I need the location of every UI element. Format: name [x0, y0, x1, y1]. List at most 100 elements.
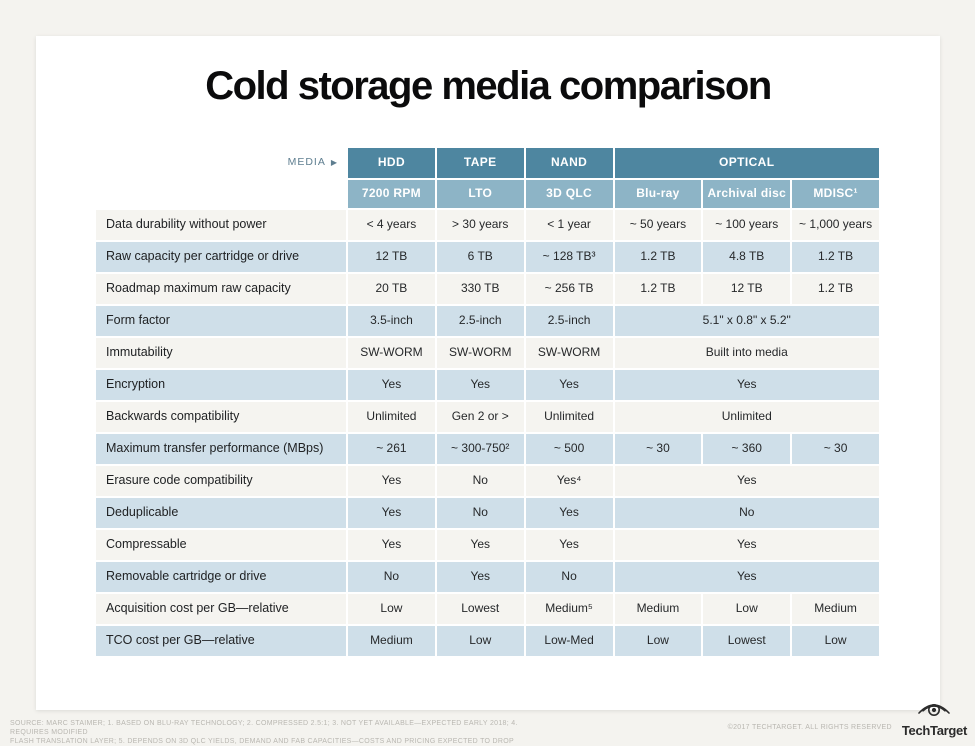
table-cell: ~ 1,000 years	[792, 210, 879, 240]
table-cell: Yes	[436, 562, 524, 592]
table-cell: 12 TB	[703, 274, 791, 304]
table-cell-optical-merged: Yes	[614, 466, 879, 496]
content-card: Cold storage media comparison MEDIA ▶ HD…	[36, 36, 940, 710]
table-cell: 330 TB	[436, 274, 524, 304]
logo-text: TechTarget	[901, 723, 967, 738]
subheader-3dqlc: 3D QLC	[525, 180, 613, 208]
column-group-tape: TAPE	[436, 148, 524, 178]
row-label: Backwards compatibility	[96, 402, 346, 432]
table-cell: ~ 30	[792, 434, 879, 464]
table-cell: 1.2 TB	[792, 242, 879, 272]
table-cell: 20 TB	[348, 274, 435, 304]
table-cell: Low	[436, 626, 524, 656]
media-row-label: MEDIA ▶	[96, 148, 346, 178]
row-label: Data durability without power	[96, 210, 346, 240]
table-cell: ~ 100 years	[703, 210, 791, 240]
table-cell: SW-WORM	[348, 338, 435, 368]
subheader-archival-disc: Archival disc	[703, 180, 791, 208]
media-arrow-icon: ▶	[330, 157, 338, 167]
row-label: Encryption	[96, 370, 346, 400]
table-cell: Unlimited	[348, 402, 435, 432]
footer-branding: ©2017 TECHTARGET. ALL RIGHTS RESERVED Te…	[728, 700, 967, 738]
table-cell: Low-Med	[525, 626, 613, 656]
subheader-mdisc: MDISC¹	[792, 180, 879, 208]
table-cell: Medium	[614, 594, 702, 624]
table-cell: No	[436, 498, 524, 528]
table-cell: ~ 30	[614, 434, 702, 464]
row-label: Compressable	[96, 530, 346, 560]
table-cell: ~ 128 TB³	[525, 242, 613, 272]
table-cell: Yes	[348, 530, 435, 560]
table-cell: Lowest	[703, 626, 791, 656]
row-label: Immutability	[96, 338, 346, 368]
copyright-text: ©2017 TECHTARGET. ALL RIGHTS RESERVED	[727, 724, 892, 731]
table-cell: SW-WORM	[525, 338, 613, 368]
table-cell: Yes	[525, 530, 613, 560]
table-cell-optical-merged: Yes	[614, 562, 879, 592]
row-label: TCO cost per GB—relative	[96, 626, 346, 656]
table-cell: 1.2 TB	[614, 242, 702, 272]
source-footnote: SOURCE: MARC STAIMER; 1. BASED ON BLU-RA…	[10, 719, 530, 746]
table-cell: 4.8 TB	[703, 242, 791, 272]
table-cell: Yes	[525, 498, 613, 528]
table-cell: Low	[614, 626, 702, 656]
table-cell: No	[436, 466, 524, 496]
table-cell: Low	[792, 626, 879, 656]
table-cell: ~ 50 years	[614, 210, 702, 240]
table-cell: Medium	[792, 594, 879, 624]
eye-icon	[917, 700, 951, 723]
table-cell: Medium⁵	[525, 594, 613, 624]
source-footnote-line1: SOURCE: MARC STAIMER; 1. BASED ON BLU-RA…	[10, 720, 518, 736]
subheader-spacer	[96, 180, 346, 208]
table-cell: 12 TB	[348, 242, 435, 272]
column-group-optical: OPTICAL	[614, 148, 879, 178]
table-cell: Medium	[348, 626, 435, 656]
table-cell: < 1 year	[525, 210, 613, 240]
source-footnote-line2: FLASH TRANSLATION LAYER; 5. DEPENDS ON 3…	[10, 738, 514, 745]
table-cell: < 4 years	[348, 210, 435, 240]
table-cell-optical-merged: Yes	[614, 370, 879, 400]
row-label: Erasure code compatibility	[96, 466, 346, 496]
table-cell-optical-merged: Built into media	[614, 338, 879, 368]
table-cell: Yes⁴	[525, 466, 613, 496]
row-label: Form factor	[96, 306, 346, 336]
table-cell: > 30 years	[436, 210, 524, 240]
column-group-hdd: HDD	[348, 148, 435, 178]
table-cell: 6 TB	[436, 242, 524, 272]
table-cell: ~ 360	[703, 434, 791, 464]
subheader-7200rpm: 7200 RPM	[348, 180, 435, 208]
table-cell: Low	[348, 594, 435, 624]
table-cell: Yes	[436, 370, 524, 400]
table-cell: 2.5-inch	[525, 306, 613, 336]
table-cell: ~ 300-750²	[436, 434, 524, 464]
table-cell-optical-merged: 5.1" x 0.8" x 5.2"	[614, 306, 879, 336]
table-cell-optical-merged: No	[614, 498, 879, 528]
column-group-nand: NAND	[525, 148, 613, 178]
table-cell: Yes	[348, 498, 435, 528]
table-cell: Yes	[436, 530, 524, 560]
row-label: Roadmap maximum raw capacity	[96, 274, 346, 304]
techtarget-logo: TechTarget	[902, 700, 967, 738]
table-cell: 1.2 TB	[614, 274, 702, 304]
table-cell: ~ 500	[525, 434, 613, 464]
table-cell: Yes	[348, 466, 435, 496]
table-cell: SW-WORM	[436, 338, 524, 368]
table-cell: Unlimited	[525, 402, 613, 432]
table-cell-optical-merged: Yes	[614, 530, 879, 560]
page-title: Cold storage media comparison	[205, 64, 772, 108]
table-cell: ~ 256 TB	[525, 274, 613, 304]
table-cell: 3.5-inch	[348, 306, 435, 336]
table-cell: 2.5-inch	[436, 306, 524, 336]
table-cell-optical-merged: Unlimited	[614, 402, 879, 432]
subheader-bluray: Blu-ray	[614, 180, 702, 208]
table-cell: No	[348, 562, 435, 592]
media-label: MEDIA	[287, 156, 326, 169]
table-cell: Yes	[348, 370, 435, 400]
table-cell: Low	[703, 594, 791, 624]
table-cell: 1.2 TB	[792, 274, 879, 304]
comparison-table: MEDIA ▶ HDD TAPE NAND OPTICAL 7200 RPM L…	[96, 148, 879, 656]
table-cell: Yes	[525, 370, 613, 400]
subheader-lto: LTO	[436, 180, 524, 208]
table-cell: No	[525, 562, 613, 592]
row-label: Acquisition cost per GB—relative	[96, 594, 346, 624]
